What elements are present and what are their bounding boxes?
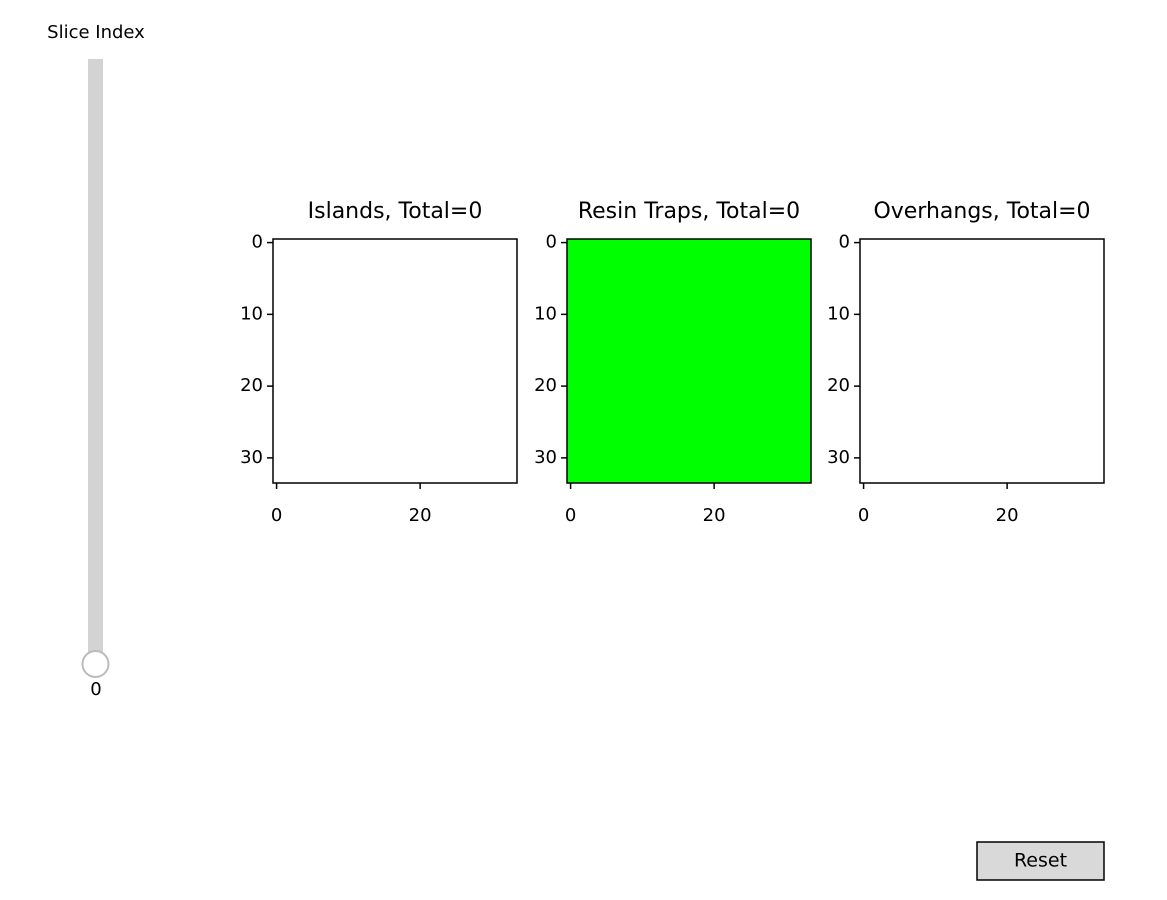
y-tick-label: 20 bbox=[827, 375, 850, 396]
x-tick-label: 0 bbox=[858, 505, 869, 526]
slider-label: Slice Index bbox=[47, 22, 145, 43]
y-tick-label: 0 bbox=[839, 232, 850, 253]
x-tick-label: 20 bbox=[996, 505, 1019, 526]
x-tick-label: 0 bbox=[271, 505, 282, 526]
y-tick-label: 30 bbox=[240, 447, 263, 468]
image bbox=[859, 238, 1105, 484]
panel-title: Islands, Total=0 bbox=[308, 199, 483, 224]
y-tick-label: 30 bbox=[534, 447, 557, 468]
slider-track[interactable] bbox=[88, 59, 103, 664]
y-tick-label: 0 bbox=[546, 232, 557, 253]
image bbox=[272, 238, 518, 484]
y-tick-label: 30 bbox=[827, 447, 850, 468]
x-tick-label: 20 bbox=[703, 505, 726, 526]
reset-button-label[interactable]: Reset bbox=[1014, 850, 1067, 872]
y-tick-label: 10 bbox=[827, 303, 850, 324]
slider-handle[interactable] bbox=[81, 650, 110, 678]
y-tick-label: 10 bbox=[534, 303, 557, 324]
reset-button-bg[interactable] bbox=[976, 841, 1105, 881]
x-tick-label: 0 bbox=[565, 505, 576, 526]
image bbox=[566, 238, 812, 484]
panel-title: Overhangs, Total=0 bbox=[873, 199, 1090, 224]
slider-value: 0 bbox=[90, 679, 101, 700]
y-tick-label: 10 bbox=[240, 303, 263, 324]
slider[interactable] bbox=[81, 59, 110, 678]
y-tick-label: 20 bbox=[240, 375, 263, 396]
x-tick-label: 20 bbox=[409, 505, 432, 526]
y-tick-label: 0 bbox=[252, 232, 263, 253]
reset-button[interactable]: Reset bbox=[976, 841, 1105, 881]
y-tick-label: 20 bbox=[534, 375, 557, 396]
panel-title: Resin Traps, Total=0 bbox=[578, 199, 800, 224]
